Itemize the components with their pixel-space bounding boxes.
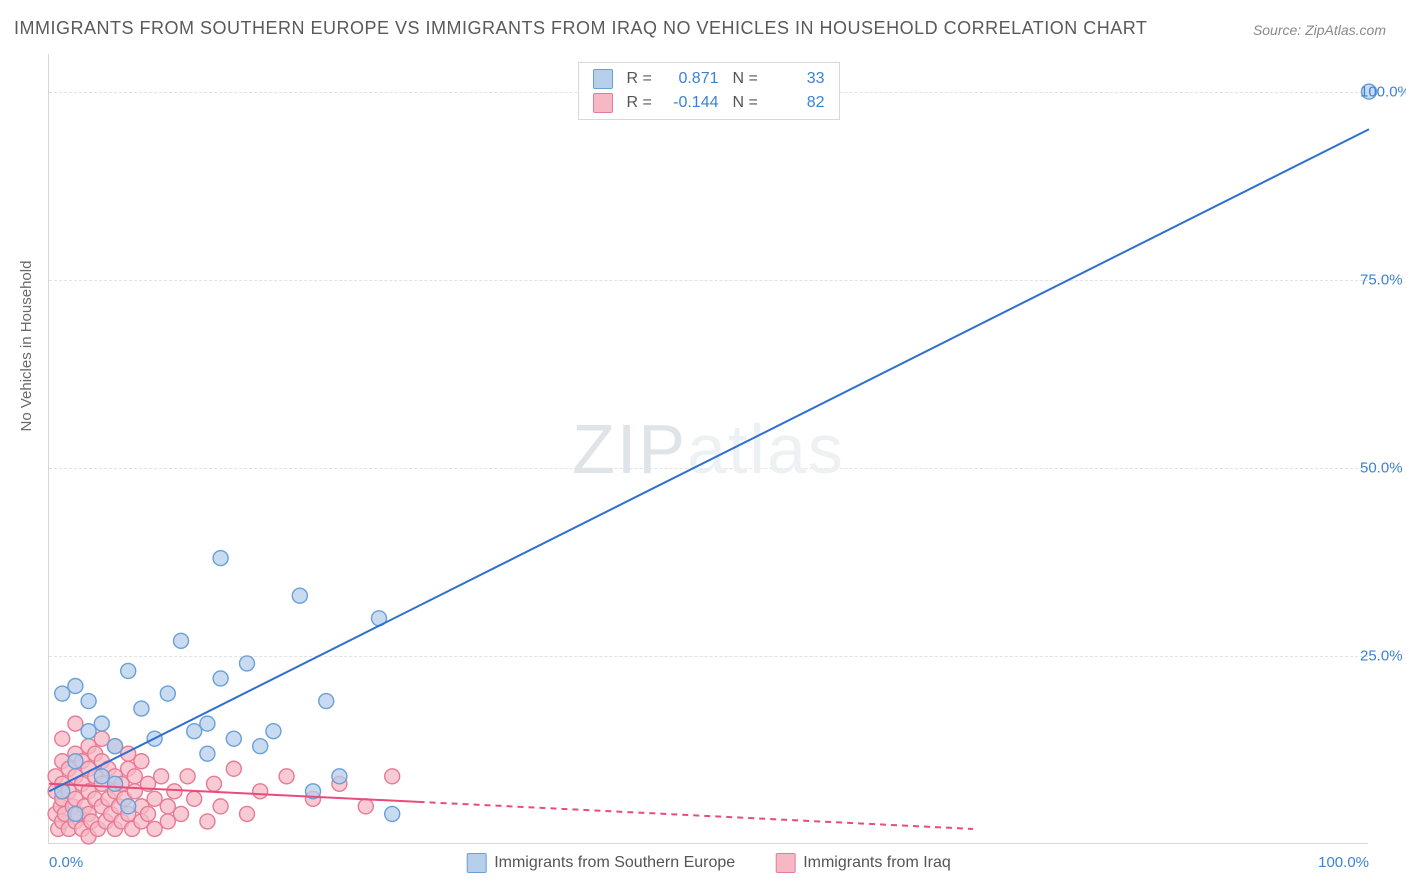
data-point [55,784,70,799]
y-tick-label: 50.0% [1360,459,1403,476]
data-point [187,791,202,806]
legend-item-series-2: Immigrants from Iraq [775,853,951,873]
r-label: R = [627,70,653,88]
y-axis-label: No Vehicles in Household [18,261,35,432]
data-point [200,814,215,829]
data-point [94,716,109,731]
chart-title: IMMIGRANTS FROM SOUTHERN EUROPE VS IMMIG… [14,18,1147,39]
y-tick-label: 25.0% [1360,647,1403,664]
data-point [240,806,255,821]
data-point [121,799,136,814]
data-point [154,769,169,784]
data-point [141,806,156,821]
data-point [207,776,222,791]
data-point [226,731,241,746]
n-value-series-1: 33 [773,70,825,88]
data-point [81,694,96,709]
data-point [147,821,162,836]
data-point [213,671,228,686]
data-point [213,799,228,814]
data-point [266,724,281,739]
stats-row-series-2: R = -0.144 N = 82 [579,91,839,115]
x-axis-legend: Immigrants from Southern Europe Immigran… [466,853,951,873]
data-point [121,663,136,678]
data-point [253,739,268,754]
data-point [55,731,70,746]
data-point [68,679,83,694]
correlation-stats-legend: R = 0.871 N = 33 R = -0.144 N = 82 [578,62,840,120]
data-point [68,716,83,731]
swatch-series-2 [775,853,795,873]
data-point [253,784,268,799]
swatch-series-1 [593,69,613,89]
data-point [226,761,241,776]
r-value-series-1: 0.871 [667,70,719,88]
data-point [68,754,83,769]
stats-row-series-1: R = 0.871 N = 33 [579,67,839,91]
data-point [213,551,228,566]
y-tick-label: 75.0% [1360,271,1403,288]
data-point [167,784,182,799]
source-prefix: Source: [1253,22,1305,38]
data-point [180,769,195,784]
r-label: R = [627,94,653,112]
data-point [358,799,373,814]
data-point [240,656,255,671]
data-point [187,724,202,739]
data-point [55,686,70,701]
r-value-series-2: -0.144 [667,94,719,112]
data-point [108,776,123,791]
source-attribution: Source: ZipAtlas.com [1253,22,1386,38]
data-point [319,694,334,709]
data-point [200,746,215,761]
data-point [385,806,400,821]
data-point [279,769,294,784]
x-tick-label: 100.0% [1318,854,1369,871]
data-point [68,806,83,821]
data-point [134,701,149,716]
n-label: N = [733,94,759,112]
data-point [127,784,142,799]
source-name: ZipAtlas.com [1305,22,1386,38]
data-point [160,799,175,814]
legend-label-series-1: Immigrants from Southern Europe [494,854,735,872]
data-point [94,769,109,784]
legend-item-series-1: Immigrants from Southern Europe [466,853,735,873]
data-point [174,806,189,821]
n-label: N = [733,70,759,88]
y-tick-label: 100.0% [1360,83,1406,100]
data-point [147,791,162,806]
trend-line-extrapolated [419,802,973,829]
data-point [174,633,189,648]
data-point [94,731,109,746]
chart-svg [49,54,1368,843]
data-point [385,769,400,784]
x-tick-label: 0.0% [49,854,83,871]
swatch-series-2 [593,93,613,113]
data-point [332,769,347,784]
data-point [160,814,175,829]
data-point [292,588,307,603]
data-point [200,716,215,731]
data-point [134,754,149,769]
data-point [81,724,96,739]
n-value-series-2: 82 [773,94,825,112]
data-point [160,686,175,701]
data-point [127,769,142,784]
plot-area: ZIPatlas R = 0.871 N = 33 R = -0.144 N =… [48,54,1368,844]
trend-line [49,129,1369,791]
swatch-series-1 [466,853,486,873]
legend-label-series-2: Immigrants from Iraq [803,854,951,872]
data-point [108,739,123,754]
